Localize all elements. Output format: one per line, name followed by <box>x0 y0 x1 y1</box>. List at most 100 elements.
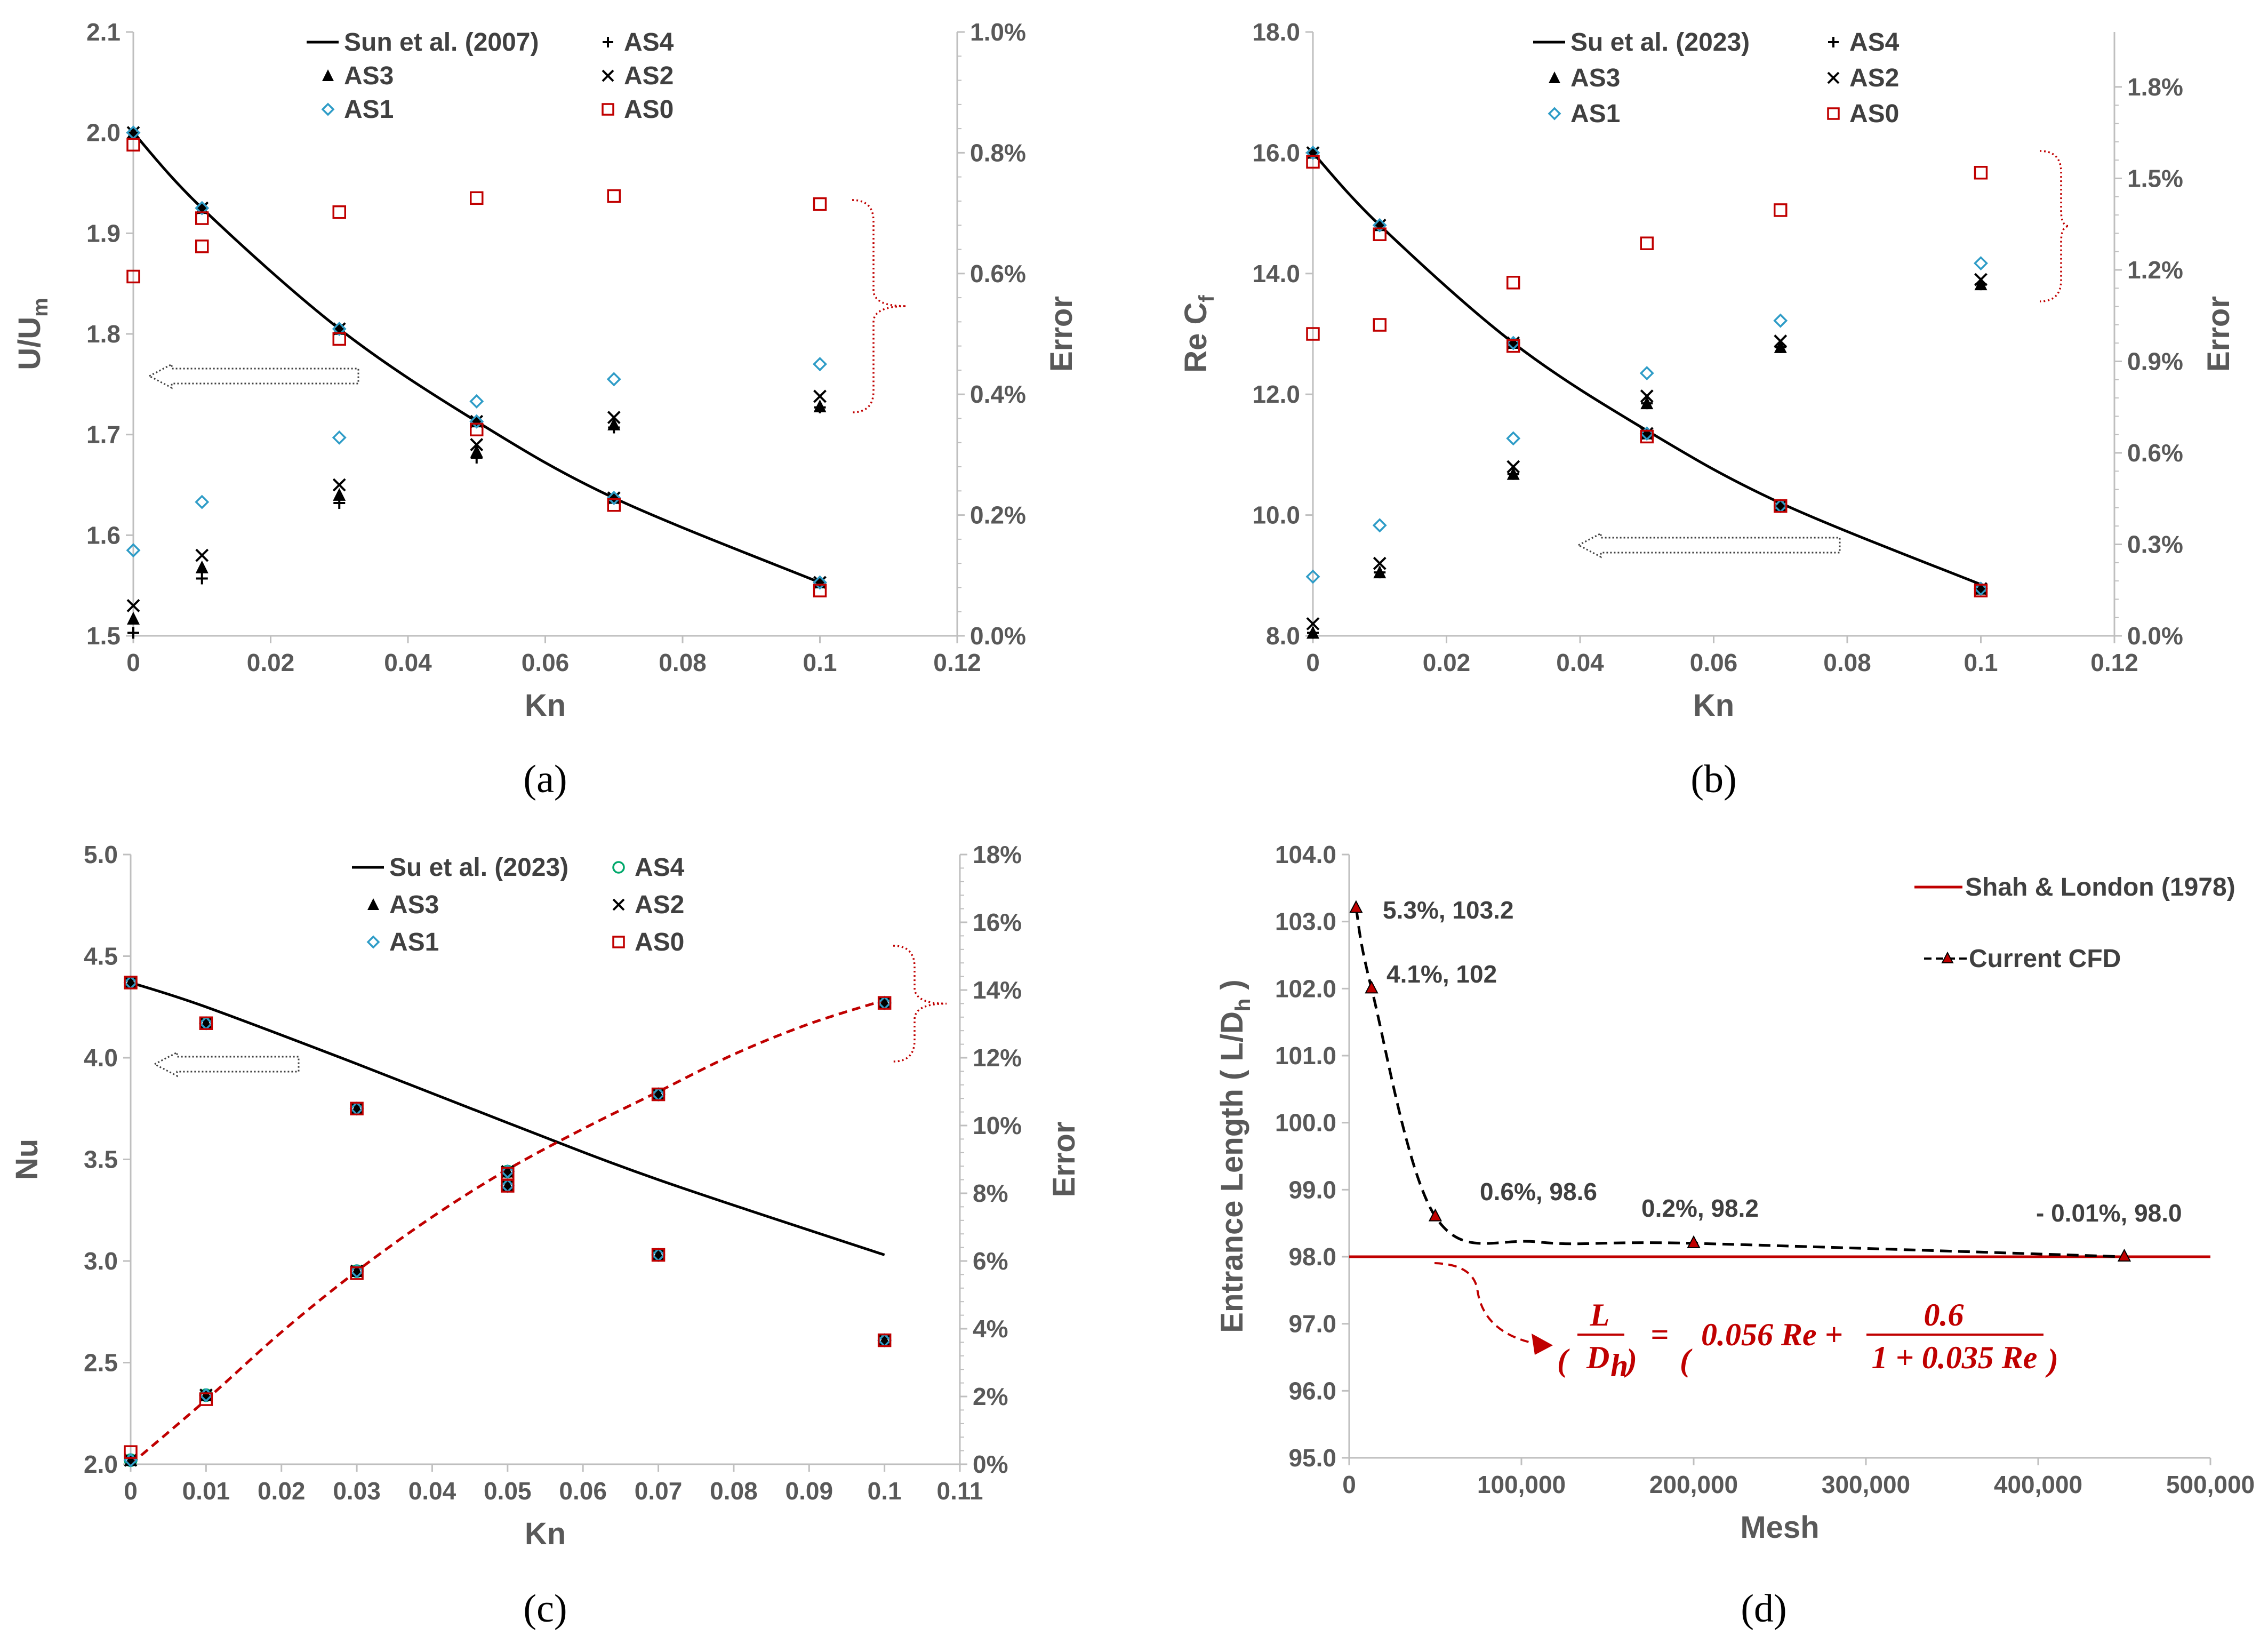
c-ytick-label: 2.5 <box>84 1349 118 1377</box>
d-cfd-point <box>1349 900 1363 913</box>
d-ytick-label: 95.0 <box>1288 1444 1336 1472</box>
d-legend-label: Current CFD <box>1969 945 2121 973</box>
b-xtick-label: 0.04 <box>1556 649 1604 676</box>
d-cfd-point <box>1687 1235 1701 1248</box>
a-legend-plus-marker <box>603 37 613 47</box>
b-as2-point <box>1506 336 1520 350</box>
a-error-axis-brace <box>852 199 907 413</box>
d-formula-paren: ) <box>2045 1343 2058 1378</box>
a-y2tick-label: 0.6% <box>970 260 1026 288</box>
a-as0-point <box>813 584 827 597</box>
d-legend-cfd-marker <box>1941 951 1954 963</box>
d-xtick-label: 400,000 <box>1994 1471 2082 1498</box>
c-as0-point <box>651 1248 666 1262</box>
c-y2tick-label: 18% <box>973 841 1022 868</box>
b-as1-point <box>1506 431 1521 446</box>
d-xtick-label: 200,000 <box>1649 1471 1738 1498</box>
a-as0-point <box>470 422 484 436</box>
c-as0-point <box>199 1016 213 1030</box>
d-ytick-label: 102.0 <box>1275 975 1336 1002</box>
b-error-axis-brace <box>2039 150 2070 302</box>
b-legend-label: AS2 <box>1849 64 1899 92</box>
c-xtick-label: 0.09 <box>786 1477 834 1505</box>
b-xtick-label: 0.02 <box>1423 649 1471 676</box>
a-legend-label: AS2 <box>624 62 674 90</box>
c-y2tick-label: 8% <box>973 1179 1008 1207</box>
a-as1-point <box>332 430 347 445</box>
a-as1-point <box>606 491 621 506</box>
a-legend-label: AS4 <box>624 28 674 57</box>
d-y-axis-title-main: Entrance Length ( L/D <box>1215 1011 1249 1333</box>
b-as3-point <box>1974 277 1987 291</box>
c-as0-point <box>350 1266 364 1280</box>
d-data-label: 0.2%, 98.2 <box>1641 1194 1759 1222</box>
d-ytick-label: 104.0 <box>1275 841 1336 868</box>
c-xtick-label: 0.04 <box>408 1477 456 1505</box>
c-error-axis-brace <box>893 945 947 1063</box>
a-as3-point <box>813 399 827 412</box>
b-xtick-label: 0.1 <box>1964 649 1998 676</box>
d-x-axis-title: Mesh <box>1740 1510 1819 1545</box>
a-as1-point <box>195 494 210 509</box>
b-as1-point <box>1773 313 1788 328</box>
a-legend-diamond-marker <box>321 102 335 116</box>
b-panel-label: (b) <box>1690 757 1736 801</box>
b-as1-point <box>1305 145 1320 160</box>
b-as0-point <box>1306 155 1320 169</box>
b-as3-point <box>1774 340 1787 353</box>
a-y-axis-title: U/Um <box>12 298 52 370</box>
b-as2-point <box>1640 427 1654 441</box>
b-reference-line <box>1312 151 1982 586</box>
d-ytick-label: 97.0 <box>1288 1310 1336 1338</box>
d-formula-paren: ) <box>1624 1343 1637 1378</box>
a-xtick-label: 0.1 <box>803 649 837 676</box>
c-left-axis-arrow <box>153 1051 300 1078</box>
a-as0-point <box>126 138 140 152</box>
c-chart-panel: 0 0.01 0.02 0.03 0.04 0.05 0.06 0.07 0.08 0.09 0.1… <box>10 841 1081 1631</box>
c-xtick-label: 0.07 <box>635 1477 683 1505</box>
b-ytick-label: 16.0 <box>1252 139 1300 166</box>
d-formula-lhs-num: L <box>1590 1297 1610 1332</box>
b-y2-axis-title: Error <box>2201 296 2236 372</box>
b-xtick-label: 0.12 <box>2090 649 2138 676</box>
c-as2-point <box>652 1248 665 1262</box>
b-chart-panel: 0 0.02 0.04 0.06 0.08 0.1 0.12 8.0 10.0 12.0 14.0 1… <box>1179 18 2236 801</box>
c-as2-point <box>501 1179 515 1193</box>
b-legend-cross-marker <box>1827 71 1840 84</box>
d-xtick-label: 300,000 <box>1822 1471 1910 1498</box>
d-formula-arrowhead <box>1532 1334 1553 1355</box>
a-legend-label: AS1 <box>344 95 394 124</box>
d-xtick-label: 100,000 <box>1477 1471 1566 1498</box>
a-x-axis-title: Kn <box>525 688 566 723</box>
c-as2-point <box>652 1088 665 1101</box>
b-as1-point <box>1372 218 1387 233</box>
c-y-axis-title: Nu <box>10 1139 44 1180</box>
b-y2tick-label: 0.9% <box>2127 347 2183 375</box>
c-y2tick-label: 14% <box>973 976 1022 1004</box>
b-as3-point <box>1373 565 1387 579</box>
d-data-label: 5.3%, 103.2 <box>1383 896 1514 924</box>
d-panel-label: (d) <box>1741 1587 1786 1631</box>
a-as2-point <box>195 548 209 562</box>
a-as4-point <box>196 572 208 585</box>
b-xtick-label: 0.08 <box>1823 649 1871 676</box>
c-as2-point <box>199 1016 213 1030</box>
c-legend-triangle-marker <box>367 898 379 910</box>
c-as2-point <box>124 1453 138 1467</box>
a-as3-point <box>333 488 346 501</box>
a-y2tick-label: 0.4% <box>970 380 1026 408</box>
d-formula-lhs-sub: h <box>1610 1348 1628 1383</box>
a-y2tick-label: 0.0% <box>970 622 1026 650</box>
a-as0-point <box>332 205 346 219</box>
c-y2tick-label: 4% <box>973 1315 1008 1343</box>
b-as0-point <box>1506 276 1520 290</box>
c-xtick-label: 0.05 <box>484 1477 532 1505</box>
a-xtick-label: 0.04 <box>384 649 432 676</box>
a-as1-point <box>126 543 141 558</box>
c-legend-label: AS0 <box>635 928 684 956</box>
c-y2tick-label: 2% <box>973 1383 1008 1410</box>
b-as0-point <box>1506 339 1520 353</box>
b-legend-plus-marker <box>1828 37 1839 47</box>
b-y-axis-title: Re Cf <box>1179 295 1219 373</box>
b-legend-triangle-marker <box>1549 71 1560 83</box>
